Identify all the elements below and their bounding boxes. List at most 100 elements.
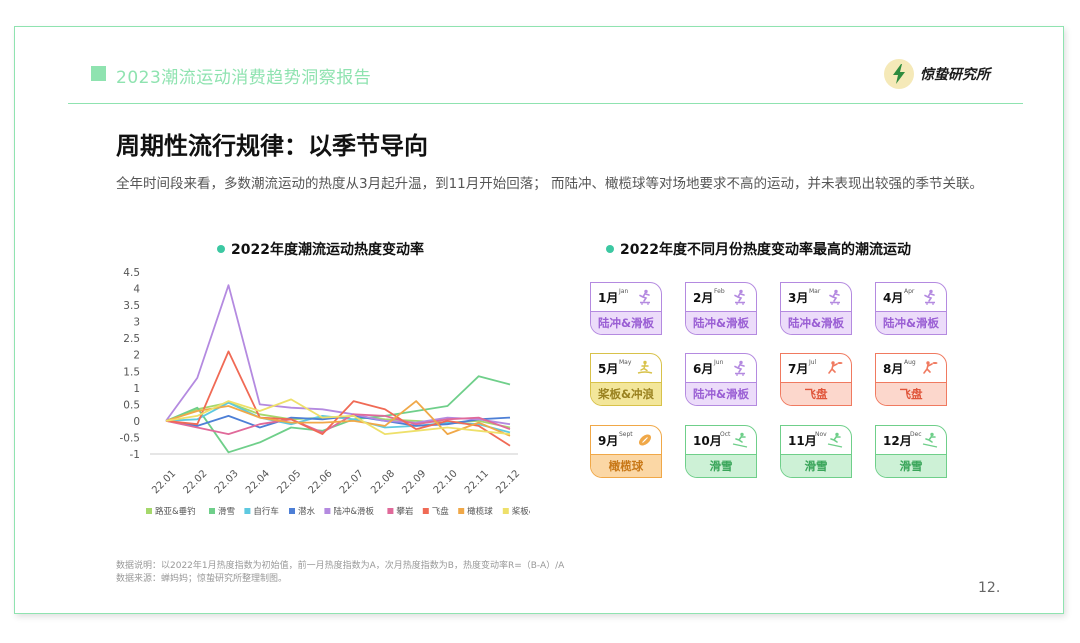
skateboard-icon [827, 289, 843, 305]
legend-label: 橄榄球 [467, 506, 493, 517]
y-tick-label: 0.5 [123, 399, 140, 411]
y-tick-label: 1.5 [123, 366, 140, 378]
month-card-header: 11月 Nov [781, 426, 851, 456]
data-source: 数据来源：蝉妈妈；惊蛰研究所整理制图。 [116, 574, 288, 584]
series-line [165, 413, 511, 436]
y-tick-label: -1 [130, 449, 140, 461]
ski-icon [732, 432, 748, 448]
x-tick-label: 22.11 [463, 468, 491, 496]
x-tick-label: 22.01 [150, 468, 178, 496]
header-square-mark [91, 66, 106, 81]
sport-label: 陆冲&滑板 [686, 382, 756, 405]
month-card-header: 12月 Dec [876, 426, 946, 456]
series-line [165, 398, 511, 436]
x-tick-label: 22.08 [369, 468, 397, 496]
month-card: 1月 Jan 陆冲&滑板 [590, 282, 662, 335]
legend-label: 潜水 [298, 506, 316, 517]
data-note: 数据说明：以2022年1月热度指数为初始值，前一月热度指数为A，次月热度指数为B… [116, 561, 565, 571]
legend-label: 桨板&冲浪 [512, 506, 530, 517]
month-card-header: 9月 Sept [591, 426, 661, 456]
month-abbr: Jun [714, 359, 724, 366]
month-label: 1月 [598, 291, 619, 305]
month-label: 11月 [788, 434, 817, 448]
month-card: 3月 Mar 陆冲&滑板 [780, 282, 852, 335]
series-line [165, 400, 511, 437]
x-tick-label: 22.04 [244, 468, 272, 496]
month-label: 7月 [788, 362, 809, 376]
skateboard-icon [732, 289, 748, 305]
frisbee-icon [827, 360, 843, 376]
month-card: 8月 Aug 飞盘 [875, 353, 947, 406]
month-card: 10月 Oct 滑雪 [685, 425, 757, 478]
y-tick-label: 2 [133, 350, 140, 362]
lightning-icon [884, 59, 914, 89]
x-tick-label: 22.03 [213, 468, 241, 496]
frisbee-icon [922, 360, 938, 376]
month-abbr: Mar [809, 288, 821, 295]
month-label: 6月 [693, 362, 714, 376]
ski-icon [827, 432, 843, 448]
brand-logo: 惊蛰研究所 [884, 58, 990, 90]
surf-icon [637, 360, 653, 376]
legend-label: 路亚&垂钓 [155, 506, 196, 517]
title-bullet [606, 245, 614, 253]
month-card-header: 10月 Oct [686, 426, 756, 456]
legend-swatch [146, 508, 152, 514]
y-tick-label: 4.5 [123, 267, 140, 279]
month-label: 5月 [598, 362, 619, 376]
month-card-header: 3月 Mar [781, 283, 851, 313]
month-card-header: 4月 Apr [876, 283, 946, 313]
legend-label: 陆冲&滑板 [333, 506, 374, 517]
page-number: 12. [978, 580, 1001, 596]
month-label: 9月 [598, 434, 619, 448]
y-tick-label: 3.5 [123, 300, 140, 312]
x-tick-label: 22.07 [338, 468, 366, 496]
month-abbr: Sept [619, 431, 633, 438]
sport-label: 飞盘 [781, 382, 851, 405]
skateboard-icon [637, 289, 653, 305]
sport-label: 陆冲&滑板 [591, 311, 661, 334]
y-tick-label: 3 [133, 317, 140, 329]
month-label: 12月 [883, 434, 912, 448]
month-card: 5月 May 桨板&冲浪 [590, 353, 662, 406]
month-label: 4月 [883, 291, 904, 305]
page-description: 全年时间段来看，多数潮流运动的热度从3月起升温，到11月开始回落； 而陆冲、橄榄… [116, 176, 984, 192]
sport-label: 飞盘 [876, 382, 946, 405]
month-label: 3月 [788, 291, 809, 305]
legend-swatch [502, 508, 509, 514]
month-card: 9月 Sept 橄榄球 [590, 425, 662, 478]
page-title: 周期性流行规律：以季节导向 [116, 132, 428, 160]
month-card-header: 2月 Feb [686, 283, 756, 313]
y-tick-label: 4 [133, 284, 140, 296]
month-abbr: Oct [720, 431, 731, 438]
sport-label: 橄榄球 [591, 454, 661, 477]
skateboard-icon [732, 360, 748, 376]
series-line [165, 284, 511, 426]
x-tick-label: 22.10 [432, 468, 460, 496]
sport-label: 桨板&冲浪 [591, 382, 661, 405]
month-card: 12月 Dec 滑雪 [875, 425, 947, 478]
x-tick-label: 22.12 [494, 468, 522, 496]
month-card-header: 1月 Jan [591, 283, 661, 313]
month-abbr: Jan [619, 288, 629, 295]
ski-icon [922, 432, 938, 448]
month-label: 8月 [883, 362, 904, 376]
month-card: 11月 Nov 滑雪 [780, 425, 852, 478]
header-divider [68, 103, 1023, 104]
y-tick-label: 0 [133, 416, 140, 428]
month-abbr: Dec [910, 431, 922, 438]
month-panel-title: 2022年度不同月份热度变动率最高的潮流运动 [606, 239, 911, 259]
month-card: 6月 Jun 陆冲&滑板 [685, 353, 757, 406]
month-abbr: May [619, 359, 632, 366]
skateboard-icon [922, 289, 938, 305]
month-card: 2月 Feb 陆冲&滑板 [685, 282, 757, 335]
month-label: 10月 [693, 434, 722, 448]
legend-label: 滑雪 [218, 506, 235, 517]
legend-label: 自行车 [253, 506, 279, 517]
legend-swatch [289, 508, 295, 514]
legend-label: 飞盘 [432, 506, 450, 517]
month-card: 7月 Jul 飞盘 [780, 353, 852, 406]
legend-swatch [387, 508, 394, 514]
month-card-header: 7月 Jul [781, 354, 851, 384]
line-chart-title: 2022年度潮流运动热度变动率 [217, 239, 424, 259]
